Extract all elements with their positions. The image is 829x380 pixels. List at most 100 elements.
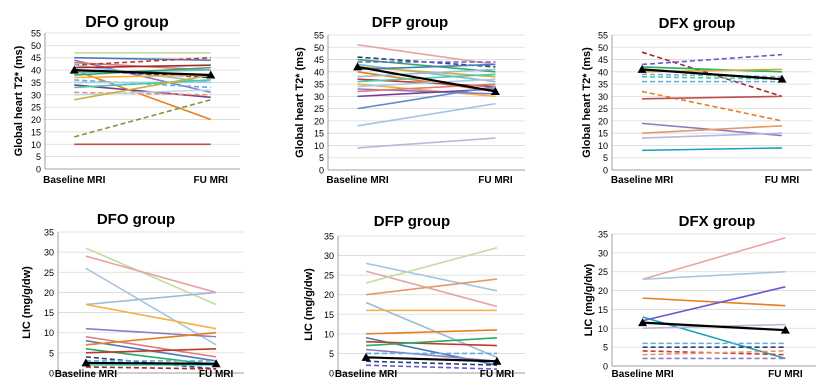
y-axis-label: Global heart T2* (ms) <box>13 45 25 156</box>
y-tick-label: 35 <box>44 228 54 238</box>
y-tick-label: 5 <box>36 152 41 162</box>
patient-line <box>74 74 211 79</box>
y-tick-label: 40 <box>314 67 324 77</box>
patient-line <box>642 237 786 281</box>
patient-line <box>74 69 211 79</box>
x-category-label: Baseline MRI <box>55 369 117 380</box>
y-tick-label: 30 <box>44 248 54 258</box>
patient-line <box>357 78 496 88</box>
y-tick-label: 25 <box>314 104 324 114</box>
patient-line <box>357 44 496 66</box>
y-tick-label: 5 <box>319 153 324 163</box>
y-tick-label: 15 <box>598 129 608 139</box>
y-tick-label: 0 <box>319 166 324 176</box>
chart-title: DFP group <box>374 213 450 230</box>
mean-marker <box>211 359 221 368</box>
x-category-label: FU MRI <box>478 175 513 186</box>
y-tick-label: 25 <box>598 267 608 277</box>
y-tick-label: 30 <box>598 248 608 258</box>
chart-panel-4: 0 5 10 15 20 25 30 35 DFO group LIC (mg/g/dw) Base… <box>21 211 244 380</box>
y-tick-label: 45 <box>598 55 608 65</box>
patient-line <box>641 147 783 152</box>
chart-title: DFO group <box>97 211 175 228</box>
y-tick-label: 15 <box>31 127 41 137</box>
y-tick-label: 20 <box>44 288 54 298</box>
chart-panel-3: 0 5 10 15 20 25 30 35 40 45 50 55 DFX group Global he… <box>581 15 812 186</box>
y-tick-label: 25 <box>44 268 54 278</box>
patient-line <box>74 84 211 99</box>
patient-line <box>85 331 217 346</box>
y-tick-label: 5 <box>49 348 54 358</box>
chart-panel-6: 0 5 10 15 20 25 30 35 DFX group LIC (mg/g/dw) Base… <box>583 213 816 380</box>
patient-line <box>366 336 497 347</box>
x-category-label: Baseline MRI <box>326 175 388 186</box>
mean-marker <box>69 65 79 74</box>
patient-line <box>366 329 497 335</box>
y-tick-label: 35 <box>598 80 608 90</box>
patient-line <box>74 56 211 61</box>
mean-marker <box>206 70 216 79</box>
x-category-label: FU MRI <box>765 175 800 186</box>
y-tick-label: 20 <box>598 116 608 126</box>
mean-line <box>85 361 217 365</box>
chart-title: DFP group <box>372 14 448 31</box>
patient-line <box>357 73 496 83</box>
patient-line <box>85 348 217 354</box>
chart-panel-5: 0 5 10 15 20 25 30 35 DFP group LIC (mg/g/dw) Base… <box>303 213 525 380</box>
mean-marker <box>637 64 647 73</box>
patient-line <box>357 137 496 149</box>
y-tick-label: 20 <box>314 116 324 126</box>
y-tick-label: 10 <box>598 141 608 151</box>
patient-line <box>365 278 498 296</box>
patient-line <box>641 66 783 73</box>
y-axis-label: LIC (mg/g/dw) <box>303 268 315 341</box>
patient-line <box>642 286 786 322</box>
mean-line <box>642 321 786 332</box>
chart-title: DFX group <box>679 213 756 230</box>
x-category-label: Baseline MRI <box>611 175 673 186</box>
y-tick-label: 45 <box>31 53 41 63</box>
y-axis-label: Global heart T2* (ms) <box>581 47 593 158</box>
y-tick-label: 35 <box>324 232 334 242</box>
x-category-label: FU MRI <box>194 175 229 186</box>
patient-line <box>366 364 497 370</box>
patient-line <box>85 247 217 306</box>
y-tick-label: 55 <box>31 29 41 39</box>
y-tick-label: 20 <box>598 286 608 296</box>
mean-marker <box>353 62 363 71</box>
y-tick-label: 20 <box>31 115 41 125</box>
x-category-label: FU MRI <box>199 369 234 380</box>
mean-marker <box>492 356 502 365</box>
y-axis-label: LIC (mg/g/dw) <box>583 263 595 336</box>
patient-line <box>74 56 211 66</box>
y-tick-label: 15 <box>44 308 54 318</box>
patient-line <box>85 303 217 330</box>
chart-title: DFX group <box>659 15 736 32</box>
mean-marker <box>780 325 790 334</box>
mean-marker <box>777 74 787 83</box>
patient-line <box>357 68 496 78</box>
x-category-label: Baseline MRI <box>611 369 673 380</box>
y-tick-label: 0 <box>603 166 608 176</box>
patient-line <box>85 267 217 346</box>
y-tick-label: 10 <box>314 141 324 151</box>
patient-line <box>73 69 212 121</box>
y-tick-label: 45 <box>314 55 324 65</box>
y-tick-label: 55 <box>314 31 324 41</box>
patient-line <box>642 297 786 307</box>
y-tick-label: 0 <box>603 362 608 372</box>
chart-title: DFO group <box>85 14 169 31</box>
y-axis-label: Global heart T2* (ms) <box>294 47 306 158</box>
patient-line <box>85 255 217 294</box>
chart-panel-1: 0 5 10 15 20 25 30 35 40 45 50 55 DFO group Global he… <box>13 14 240 186</box>
patient-line <box>641 90 783 122</box>
y-tick-label: 10 <box>44 328 54 338</box>
patient-line <box>641 125 783 134</box>
y-tick-label: 50 <box>598 43 608 53</box>
patient-line <box>357 63 496 71</box>
patient-line <box>641 75 783 80</box>
y-tick-label: 35 <box>598 230 608 240</box>
y-tick-label: 25 <box>31 103 41 113</box>
patient-line <box>366 340 497 347</box>
